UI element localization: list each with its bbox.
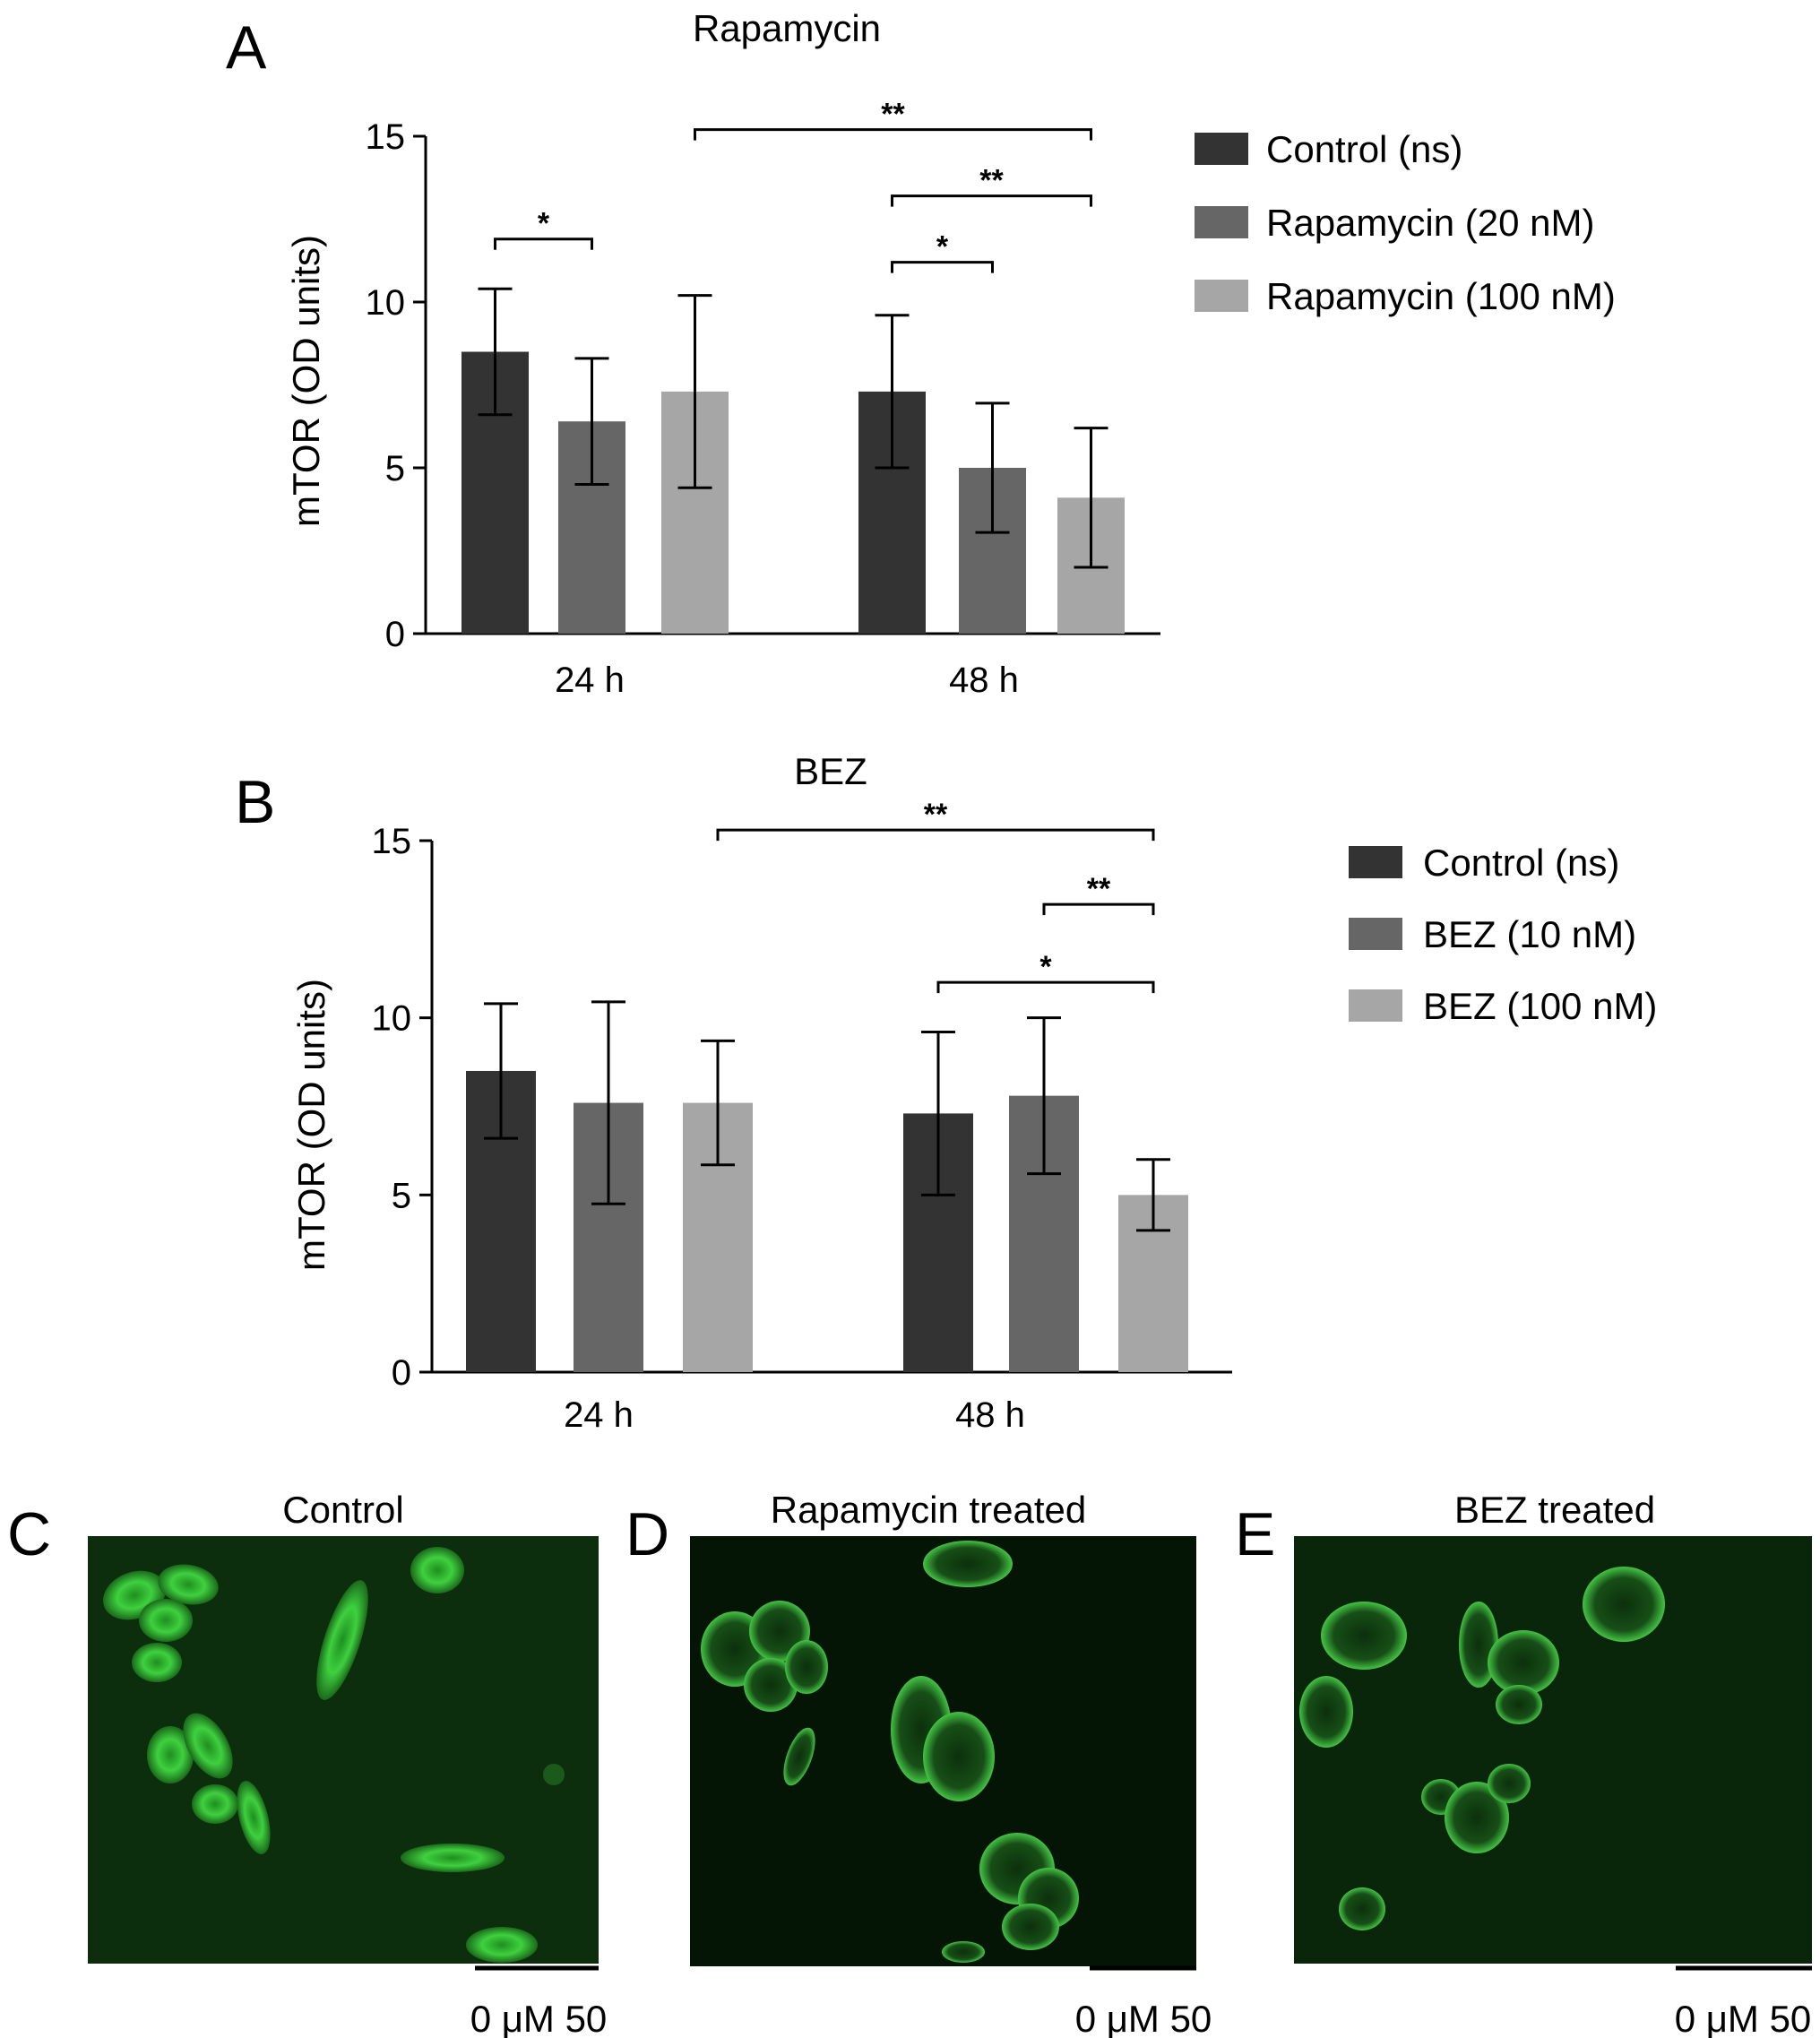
panel-a-legend-label: Rapamycin (20 nM) [1266, 202, 1594, 244]
panel-b-significance-bracket [1042, 902, 1155, 916]
panel-a-y-tick-label: 15 [366, 117, 406, 157]
panel-b-title: BEZ [794, 750, 867, 792]
panel-b-legend-swatch [1349, 846, 1402, 878]
panel-b-legend-label: BEZ (10 nM) [1423, 913, 1636, 955]
panel-a-legend-label: Rapamycin (100 nM) [1266, 275, 1616, 317]
panel-a-significance-bracket [494, 237, 593, 250]
panel-a-title: Rapamycin [693, 7, 881, 49]
panel-a-legend: Control (ns) Rapamycin (20 nM) Rapamycin (… [1195, 128, 1616, 317]
panel-a-significance-label: * [936, 230, 949, 264]
panel-b-x-tick-label: 24 h [564, 1395, 634, 1435]
panel-c-cells [103, 1547, 565, 1963]
panel-b-significance-label: ** [924, 798, 948, 832]
panel-b-legend-swatch [1349, 918, 1402, 950]
panel-a-x-tick-label: 24 h [555, 661, 625, 700]
panel-e-scale-label: 0 μM 50 [1675, 1998, 1812, 2038]
panel-a-y-tick-label: 0 [385, 615, 405, 654]
panel-b-y-tick-label: 5 [392, 1176, 411, 1215]
panel-a-significance-bracket [891, 261, 994, 273]
panel-b-legend-label: Control (ns) [1423, 842, 1619, 884]
panel-b-letter: B [235, 768, 275, 836]
panel-c-title: Control [282, 1489, 403, 1531]
panel-a-y-tick-label: 10 [366, 283, 406, 323]
panel-e-title: BEZ treated [1454, 1489, 1655, 1531]
panel-c-scale-label: 0 μM 50 [470, 1998, 608, 2038]
panel-a-significance-label: ** [881, 98, 905, 132]
panel-d-cells [701, 1541, 1079, 1963]
panel-a: A Rapamycin mTOR (OD units) 0 5 10 15 24 h 48… [226, 7, 1616, 700]
panel-a-legend-swatch [1195, 280, 1248, 312]
panel-a-legend-label: Control (ns) [1266, 128, 1462, 170]
panel-a-legend-swatch [1195, 133, 1248, 165]
panel-b-y-axis-label: mTOR (OD units) [290, 979, 332, 1271]
panel-b-y-tick-label: 0 [392, 1353, 411, 1393]
panel-b-y-tick-label: 15 [372, 822, 412, 861]
panel-a-y-axis-label: mTOR (OD units) [285, 235, 327, 527]
panel-a-significance-bracket [891, 194, 1092, 207]
panel-a-legend-swatch [1195, 206, 1248, 238]
panel-a-letter: A [226, 13, 267, 82]
panel-e-letter: E [1235, 1500, 1275, 1568]
panel-b-legend: Control (ns) BEZ (10 nM) BEZ (100 nM) [1349, 842, 1657, 1027]
panel-b-significance-label: * [1039, 950, 1052, 984]
panel-c-letter: C [7, 1500, 51, 1568]
panel-a-significance-bracket [694, 128, 1092, 141]
panel-b-y-tick-label: 10 [372, 999, 412, 1039]
panel-a-x-tick-label: 48 h [949, 661, 1019, 700]
panel-e: E BEZ treated 0 μM 50 [1235, 1489, 1812, 2038]
panel-a-significance-label: ** [979, 164, 1004, 198]
panel-e-cells [1299, 1567, 1665, 1930]
panel-d-scale-label: 0 μM 50 [1075, 1998, 1212, 2038]
panel-a-y-tick-label: 5 [385, 449, 405, 488]
panel-b-significance-label: ** [1087, 872, 1111, 906]
panel-d-letter: D [625, 1500, 669, 1568]
panel-d: D Rapamycin treated 0 μM 50 [625, 1489, 1212, 2038]
panel-b-legend-label: BEZ (100 nM) [1423, 985, 1657, 1027]
panel-c: C Control 0 μM 50 [7, 1489, 607, 2038]
panel-b-significance-bracket [936, 980, 1155, 994]
panel-b-significance-bracket [716, 828, 1155, 842]
panel-a-significance-label: * [538, 207, 550, 241]
panel-b-legend-swatch [1349, 989, 1402, 1022]
panel-b-x-tick-label: 48 h [955, 1395, 1025, 1435]
panel-d-title: Rapamycin treated [771, 1489, 1087, 1531]
